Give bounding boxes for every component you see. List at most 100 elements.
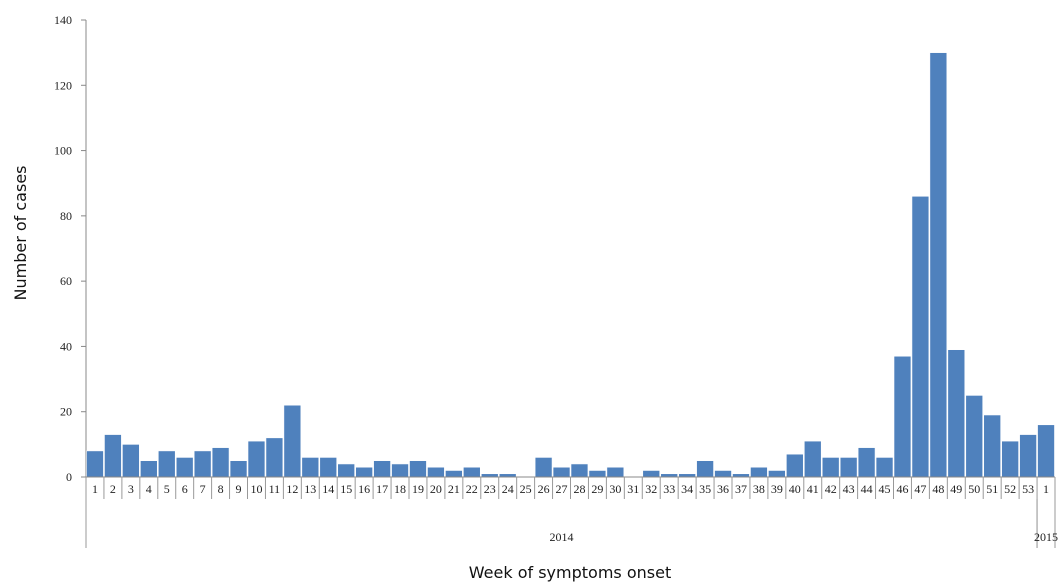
- x-tick-label: 49: [950, 482, 962, 496]
- bar: [193, 450, 212, 478]
- bar: [552, 466, 571, 478]
- bar: [445, 470, 463, 478]
- bar: [157, 450, 176, 478]
- x-tick-label: 28: [573, 482, 585, 496]
- bar: [750, 466, 768, 478]
- bar: [122, 444, 140, 478]
- x-tick-label: 50: [968, 482, 980, 496]
- x-tick-label: 4: [146, 482, 152, 496]
- x-axis: 1 2 3 4 5 6 7 8 9 10 11 12 13 14 15 16 17 18 19 20 21 22 23 24 2…: [85, 476, 1058, 548]
- x-tick-label: 16: [358, 482, 370, 496]
- x-tick-label: 24: [502, 482, 514, 496]
- bar: [409, 460, 427, 478]
- y-tick-label: 80: [60, 209, 72, 223]
- bar: [534, 457, 553, 478]
- x-tick-label: 39: [771, 482, 783, 496]
- x-tick-label: 5: [164, 482, 170, 496]
- bar: [1037, 424, 1055, 478]
- bar: [893, 355, 912, 478]
- bar: [606, 466, 625, 478]
- x-tick-label: 31: [627, 482, 639, 496]
- bar: [1019, 434, 1037, 478]
- x-tick-label: 25: [520, 482, 532, 496]
- bar: [696, 460, 714, 478]
- y-axis-title: Number of cases: [11, 166, 30, 301]
- bar: [786, 453, 804, 478]
- x-tick-label: 22: [466, 482, 478, 496]
- x-tick-label: 7: [200, 482, 206, 496]
- bar: [947, 349, 966, 478]
- x-tick-label: 17: [376, 482, 388, 496]
- x-tick-label: 15: [340, 482, 352, 496]
- bar: [983, 414, 1001, 478]
- bar: [140, 460, 158, 478]
- x-tick-label: 11: [269, 482, 281, 496]
- x-tick-label: 43: [843, 482, 855, 496]
- y-tick-label: 40: [60, 339, 72, 353]
- y-tick-label: 100: [54, 144, 72, 158]
- x-tick-label: 46: [896, 482, 908, 496]
- y-axis: 0 20 40 60 80 100 120 140: [54, 13, 87, 484]
- x-tick-label: 1: [92, 482, 98, 496]
- x-tick-label: 14: [322, 482, 334, 496]
- x-tick-label: 27: [556, 482, 568, 496]
- bar: [391, 463, 409, 478]
- bar: [175, 457, 194, 478]
- x-tick-label: 26: [538, 482, 550, 496]
- bar: [283, 404, 302, 478]
- bar: [265, 437, 284, 478]
- x-tick-label: 52: [1004, 482, 1016, 496]
- x-tick-label: 10: [250, 482, 262, 496]
- x-tick-label: 30: [609, 482, 621, 496]
- x-tick-label: 42: [825, 482, 837, 496]
- bars: [86, 52, 1055, 478]
- bar: [642, 470, 661, 478]
- x-axis-title: Week of symptoms onset: [469, 563, 671, 582]
- x-tick-label: 48: [932, 482, 944, 496]
- x-tick-label: 6: [182, 482, 188, 496]
- x-tick-label: 3: [128, 482, 134, 496]
- x-tick-label: 2: [110, 482, 116, 496]
- bar: [211, 447, 230, 478]
- x-tick-label: 51: [986, 482, 998, 496]
- x-tick-label: 12: [286, 482, 298, 496]
- bar: [247, 440, 266, 478]
- x-tick-label: 18: [394, 482, 406, 496]
- x-tick-label: 21: [448, 482, 460, 496]
- y-tick-label: 20: [60, 405, 72, 419]
- x-tick-label: 47: [914, 482, 926, 496]
- x-tick-label: 33: [663, 482, 675, 496]
- x-tick-label: 29: [591, 482, 603, 496]
- year-group-label: 2015: [1034, 530, 1058, 544]
- x-tick-label: 23: [484, 482, 496, 496]
- bar: [463, 466, 481, 478]
- x-tick-label: 13: [304, 482, 316, 496]
- bar: [965, 395, 984, 478]
- x-tick-label: 19: [412, 482, 424, 496]
- year-group-label: 2014: [550, 530, 574, 544]
- x-tick-label: 35: [699, 482, 711, 496]
- bar: [373, 460, 391, 478]
- bar: [86, 450, 104, 478]
- bar: [875, 457, 894, 478]
- bar: [714, 470, 732, 478]
- x-tick-label: 9: [236, 482, 242, 496]
- x-tick-label: 1: [1043, 482, 1049, 496]
- bar: [821, 457, 840, 478]
- y-tick-label: 60: [60, 274, 72, 288]
- x-tick-label: 32: [645, 482, 657, 496]
- bar: [588, 470, 607, 478]
- bar: [768, 470, 786, 478]
- bar: [301, 457, 320, 478]
- x-tick-label: 45: [879, 482, 891, 496]
- bar: [570, 463, 589, 478]
- bar: [104, 434, 122, 478]
- x-tick-label: 37: [735, 482, 747, 496]
- bar: [229, 460, 248, 478]
- x-tick-label: 53: [1022, 482, 1034, 496]
- x-tick-label: 38: [753, 482, 765, 496]
- bar: [355, 466, 373, 478]
- x-tick-label: 40: [789, 482, 801, 496]
- x-tick-label: 41: [807, 482, 819, 496]
